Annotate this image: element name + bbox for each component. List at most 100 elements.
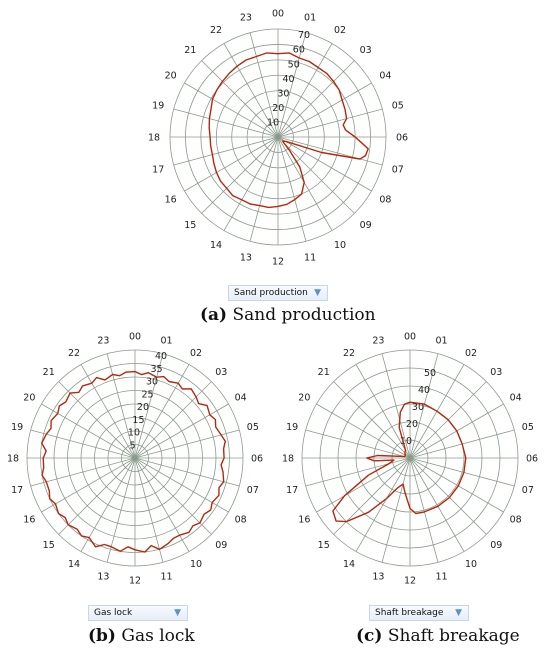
direction-label: 02 [465,348,477,359]
direction-label: 07 [247,485,259,496]
figure-caption-c: (c) Shaft breakage [356,626,520,646]
direction-label: 14 [210,240,222,251]
direction-label: 22 [68,348,80,359]
direction-label: 00 [404,332,416,343]
radial-tick-label: 25 [141,389,153,400]
dropdown-label: Gas lock [94,608,133,618]
direction-label: 19 [152,100,164,111]
caption-letter: (c) [356,626,383,646]
polar-grid [301,349,519,567]
grid-spoke [277,136,355,214]
direction-label: 08 [379,195,391,206]
grid-spoke [134,457,190,552]
direction-label: 20 [298,393,310,404]
direction-label: 13 [240,252,252,263]
direction-label: 21 [184,45,196,56]
direction-label: 15 [184,220,196,231]
grid-spoke [201,60,279,138]
series-dropdown-gas-lock[interactable]: Gas lock ▼ [88,605,188,621]
direction-label: 08 [510,515,522,526]
radial-tick-label: 40 [283,74,295,85]
series-dropdown-sand-production[interactable]: Sand production ▼ [228,285,328,301]
direction-label: 13 [97,571,109,582]
grid-spoke [134,353,164,459]
direction-label: 06 [251,454,263,465]
grid-spoke [41,457,136,513]
direction-label: 23 [240,13,252,24]
grid-spoke [223,136,279,231]
direction-label: 05 [247,422,259,433]
grid-spoke [30,429,136,459]
direction-label: 18 [282,454,294,465]
direction-label: 04 [510,393,522,404]
direction-label: 16 [298,515,310,526]
direction-label: 09 [360,220,372,231]
direction-label: 14 [343,559,355,570]
grid-spoke [409,457,439,563]
grid-spoke [80,457,136,552]
direction-label: 10 [190,559,202,570]
radial-tick-label: 20 [272,103,284,114]
direction-label: 13 [372,571,384,582]
direction-label: 10 [334,240,346,251]
direction-label: 12 [404,576,416,587]
grid-spoke [173,136,279,166]
radial-tick-label: 30 [412,402,424,413]
direction-label: 11 [304,252,316,263]
grid-spoke [173,108,279,138]
radial-tick-label: 20 [137,402,149,413]
caption-text: Sand production [227,305,376,325]
grid-spoke [106,457,136,563]
direction-label: 18 [148,133,160,144]
figure-caption-b: (b) Gas lock [88,626,195,646]
direction-label: 03 [490,367,502,378]
grid-spoke [355,457,411,552]
radial-tick-label: 20 [406,419,418,430]
grid-spoke [134,381,212,459]
direction-label: 22 [210,25,222,36]
grid-spoke [381,457,411,563]
direction-label: 00 [272,9,284,20]
radial-tick-label: 15 [132,415,144,426]
direction-label: 04 [235,393,247,404]
direction-label: 20 [23,393,35,404]
direction-label: 14 [68,559,80,570]
grid-spoke [134,429,240,459]
grid-spoke [316,457,411,513]
direction-label: 01 [436,336,448,347]
grid-spoke [134,457,240,487]
radial-tick-label: 10 [400,436,412,447]
series-dropdown-shaft-breakage[interactable]: Shaft breakage ▼ [369,605,469,621]
radial-tick-label: 40 [155,351,167,362]
polar-grid [169,28,387,246]
figure-caption-a: (a) Sand production [200,305,376,325]
direction-label: 23 [372,336,384,347]
grid-spoke [134,364,190,459]
caption-text: Shaft breakage [382,626,520,646]
direction-label: 01 [161,336,173,347]
direction-label: 02 [190,348,202,359]
grid-spoke [277,136,372,192]
grid-spoke [355,364,411,459]
grid-spoke [249,32,279,138]
grid-spoke [58,457,136,535]
direction-label: 08 [235,515,247,526]
grid-spoke [277,136,383,166]
direction-label: 11 [436,571,448,582]
radial-tick-label: 5 [129,440,135,451]
direction-label: 22 [343,348,355,359]
grid-spoke [409,353,439,459]
direction-label: 09 [215,540,227,551]
direction-label: 15 [318,540,330,551]
direction-label: 15 [43,540,55,551]
radial-tick-label: 60 [293,45,305,56]
direction-label: 02 [334,25,346,36]
direction-label: 21 [43,367,55,378]
radial-tick-label: 35 [150,364,162,375]
radial-tick-label: 10 [267,117,279,128]
direction-label: 11 [161,571,173,582]
grid-spoke [277,32,307,138]
direction-label: 12 [272,257,284,268]
